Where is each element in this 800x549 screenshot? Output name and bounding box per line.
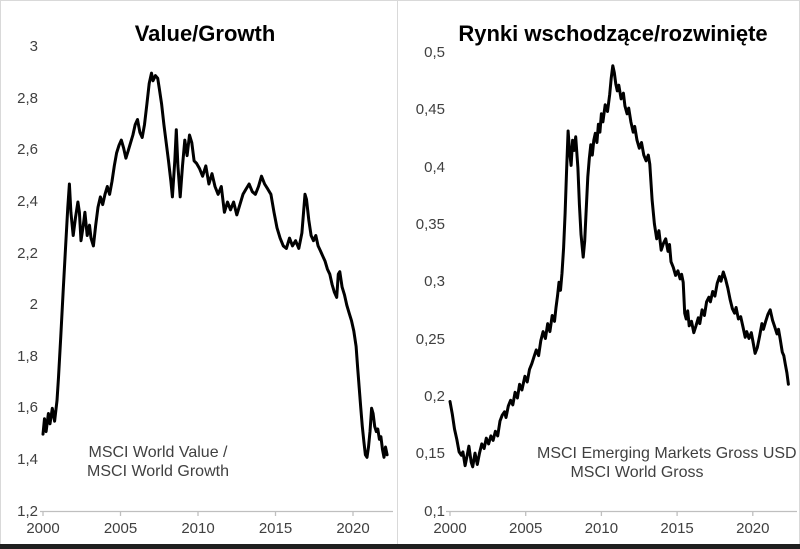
y-tick-label: 0,35 bbox=[415, 216, 445, 233]
annotation-line-1: MSCI World Value / bbox=[88, 444, 228, 461]
y-tick-label: 3 bbox=[29, 38, 38, 56]
y-tick-label: 1,4 bbox=[17, 450, 38, 468]
chart-title-right: Rynki wschodzące/rozwinięte bbox=[458, 21, 768, 46]
x-tick-label: 2010 bbox=[584, 520, 619, 537]
y-tick-label: 2,2 bbox=[17, 244, 38, 262]
y-tick-label: 0,25 bbox=[415, 330, 445, 348]
y-tick-label: 2,4 bbox=[17, 193, 38, 211]
x-tick-label: 2005 bbox=[103, 520, 138, 537]
y-tick-label: 0,5 bbox=[424, 44, 445, 62]
x-tick-label: 2015 bbox=[660, 520, 694, 537]
x-tick-label: 2000 bbox=[433, 520, 467, 537]
x-tick-label: 2000 bbox=[26, 520, 60, 537]
x-tick-label: 2015 bbox=[258, 520, 293, 537]
y-tick-label: 1,2 bbox=[17, 502, 38, 520]
value-growth-chart-panel: Value/Growth 3 2,8 2,6 2,4 2,2 2 1,8 1,6 1,4 1,2 2… bbox=[0, 0, 397, 544]
y-tick-label: 1,6 bbox=[17, 399, 38, 417]
x-tick-label: 2005 bbox=[509, 520, 543, 537]
y-tick-label: 0,2 bbox=[424, 387, 445, 405]
y-tick-label: 2,6 bbox=[17, 141, 38, 159]
series-line bbox=[448, 64, 790, 469]
series-annotation-right: MSCI Emerging Markets Gross USD / MSCI W… bbox=[537, 444, 800, 482]
series-annotation-left: MSCI World Value / MSCI World Growth bbox=[58, 443, 258, 481]
annotation-line-1: MSCI Emerging Markets Gross USD / bbox=[537, 445, 800, 462]
x-tick-label: 2020 bbox=[336, 520, 370, 537]
bottom-dark-bar bbox=[0, 544, 800, 549]
value-growth-line-chart bbox=[40, 71, 393, 516]
chart-title-left: Value/Growth bbox=[134, 21, 276, 46]
y-tick-label: 0,4 bbox=[424, 158, 445, 176]
x-tick-label: 2010 bbox=[181, 520, 215, 537]
x-tick-label: 2020 bbox=[736, 520, 770, 537]
y-tick-label: 0,1 bbox=[424, 502, 445, 520]
y-tick-label: 0,45 bbox=[415, 101, 445, 119]
y-tick-label: 2,8 bbox=[17, 89, 38, 107]
em-dm-chart-panel: Rynki wschodzące/rozwinięte 0,5 0,45 0,4 0,… bbox=[398, 0, 800, 544]
y-tick-label: 1,8 bbox=[17, 347, 38, 365]
annotation-line-2: MSCI World Gross bbox=[570, 464, 704, 481]
series-line bbox=[41, 71, 389, 459]
y-tick-label: 2 bbox=[29, 296, 38, 314]
annotation-line-2: MSCI World Growth bbox=[87, 463, 229, 480]
em-dm-line-chart bbox=[446, 64, 797, 516]
y-tick-label: 0,15 bbox=[415, 445, 445, 463]
y-tick-label: 0,3 bbox=[424, 273, 445, 291]
panel-divider bbox=[397, 0, 398, 544]
